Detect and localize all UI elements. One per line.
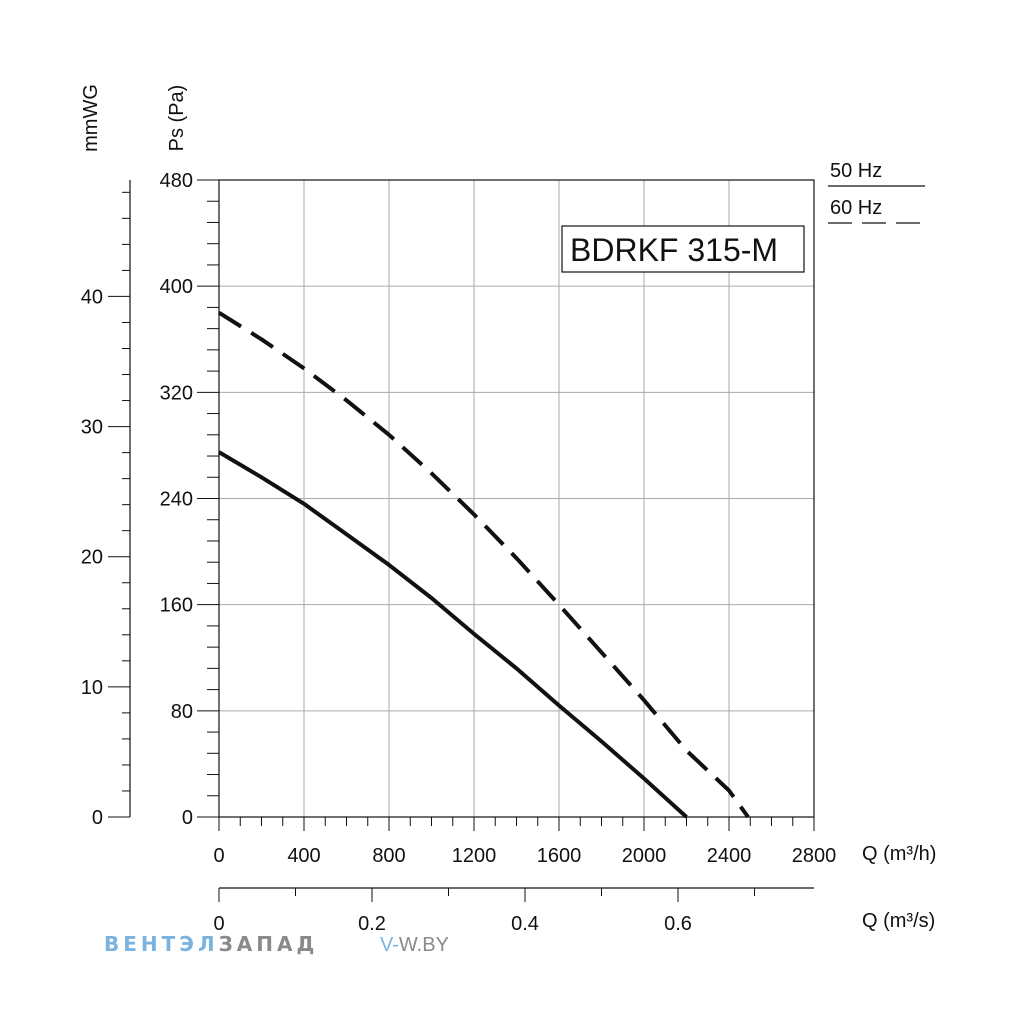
watermark-url-part2: W.BY [398, 934, 449, 956]
model-label-box [561, 225, 805, 273]
x-tick-label: 1600 [537, 845, 582, 867]
x-axis-title-m3h: Q (m³/h) [862, 843, 936, 865]
watermark-brand: ВЕНТЭЛЗАПАД [104, 932, 318, 956]
mmwg-tick-label: 0 [92, 807, 103, 829]
x-tick-label: 400 [287, 845, 320, 867]
curves [217, 311, 750, 819]
model-label: BDRKF 315-M [570, 232, 778, 268]
curve-50hz [217, 450, 688, 819]
m3s-tick-label: 0.6 [664, 913, 692, 935]
x-tick-label: 0 [213, 845, 224, 867]
curve-60hz [217, 311, 750, 819]
grid [219, 180, 814, 817]
y-tick-label: 240 [160, 489, 193, 511]
mmwg-tick-label: 40 [81, 286, 103, 308]
watermark-brand-part2: ЗАПАД [218, 932, 319, 956]
axes [108, 179, 815, 902]
watermark-brand-part1: ВЕНТЭЛ [104, 932, 219, 956]
y-tick-label: 320 [160, 382, 193, 404]
x-tick-label: 1200 [452, 845, 497, 867]
x-tick-label: 2000 [622, 845, 667, 867]
mmwg-tick-label: 10 [81, 677, 103, 699]
y-tick-label: 480 [160, 170, 193, 192]
x-tick-label: 2800 [792, 845, 837, 867]
y-tick-label: 0 [182, 807, 193, 829]
y-tick-label: 400 [160, 276, 193, 298]
m3s-tick-label: 0 [213, 913, 224, 935]
x-axis-title-m3s: Q (m³/s) [862, 910, 935, 932]
legend-label-50hz: 50 Hz [830, 160, 882, 182]
y-tick-label: 80 [171, 701, 193, 723]
mmwg-tick-label: 30 [81, 417, 103, 439]
watermark-url-part1: V- [380, 934, 399, 956]
legend-label-60hz: 60 Hz [830, 197, 882, 219]
labels: 0 400 800 1200 1600 2000 2400 28000801602403204… [81, 170, 837, 935]
m3s-tick-label: 0.2 [358, 913, 386, 935]
legend: 50 Hz 60 Hz [828, 160, 925, 224]
watermark-url: V-W.BY [380, 934, 449, 957]
y-axis-title-pa: Ps (Pa) [166, 85, 188, 152]
x-tick-label: 800 [372, 845, 405, 867]
y-axis-title-mmwg: mmWG [80, 84, 102, 152]
mmwg-tick-label: 20 [81, 547, 103, 569]
y-tick-label: 160 [160, 595, 193, 617]
x-tick-label: 2400 [707, 845, 752, 867]
m3s-tick-label: 0.4 [511, 913, 539, 935]
